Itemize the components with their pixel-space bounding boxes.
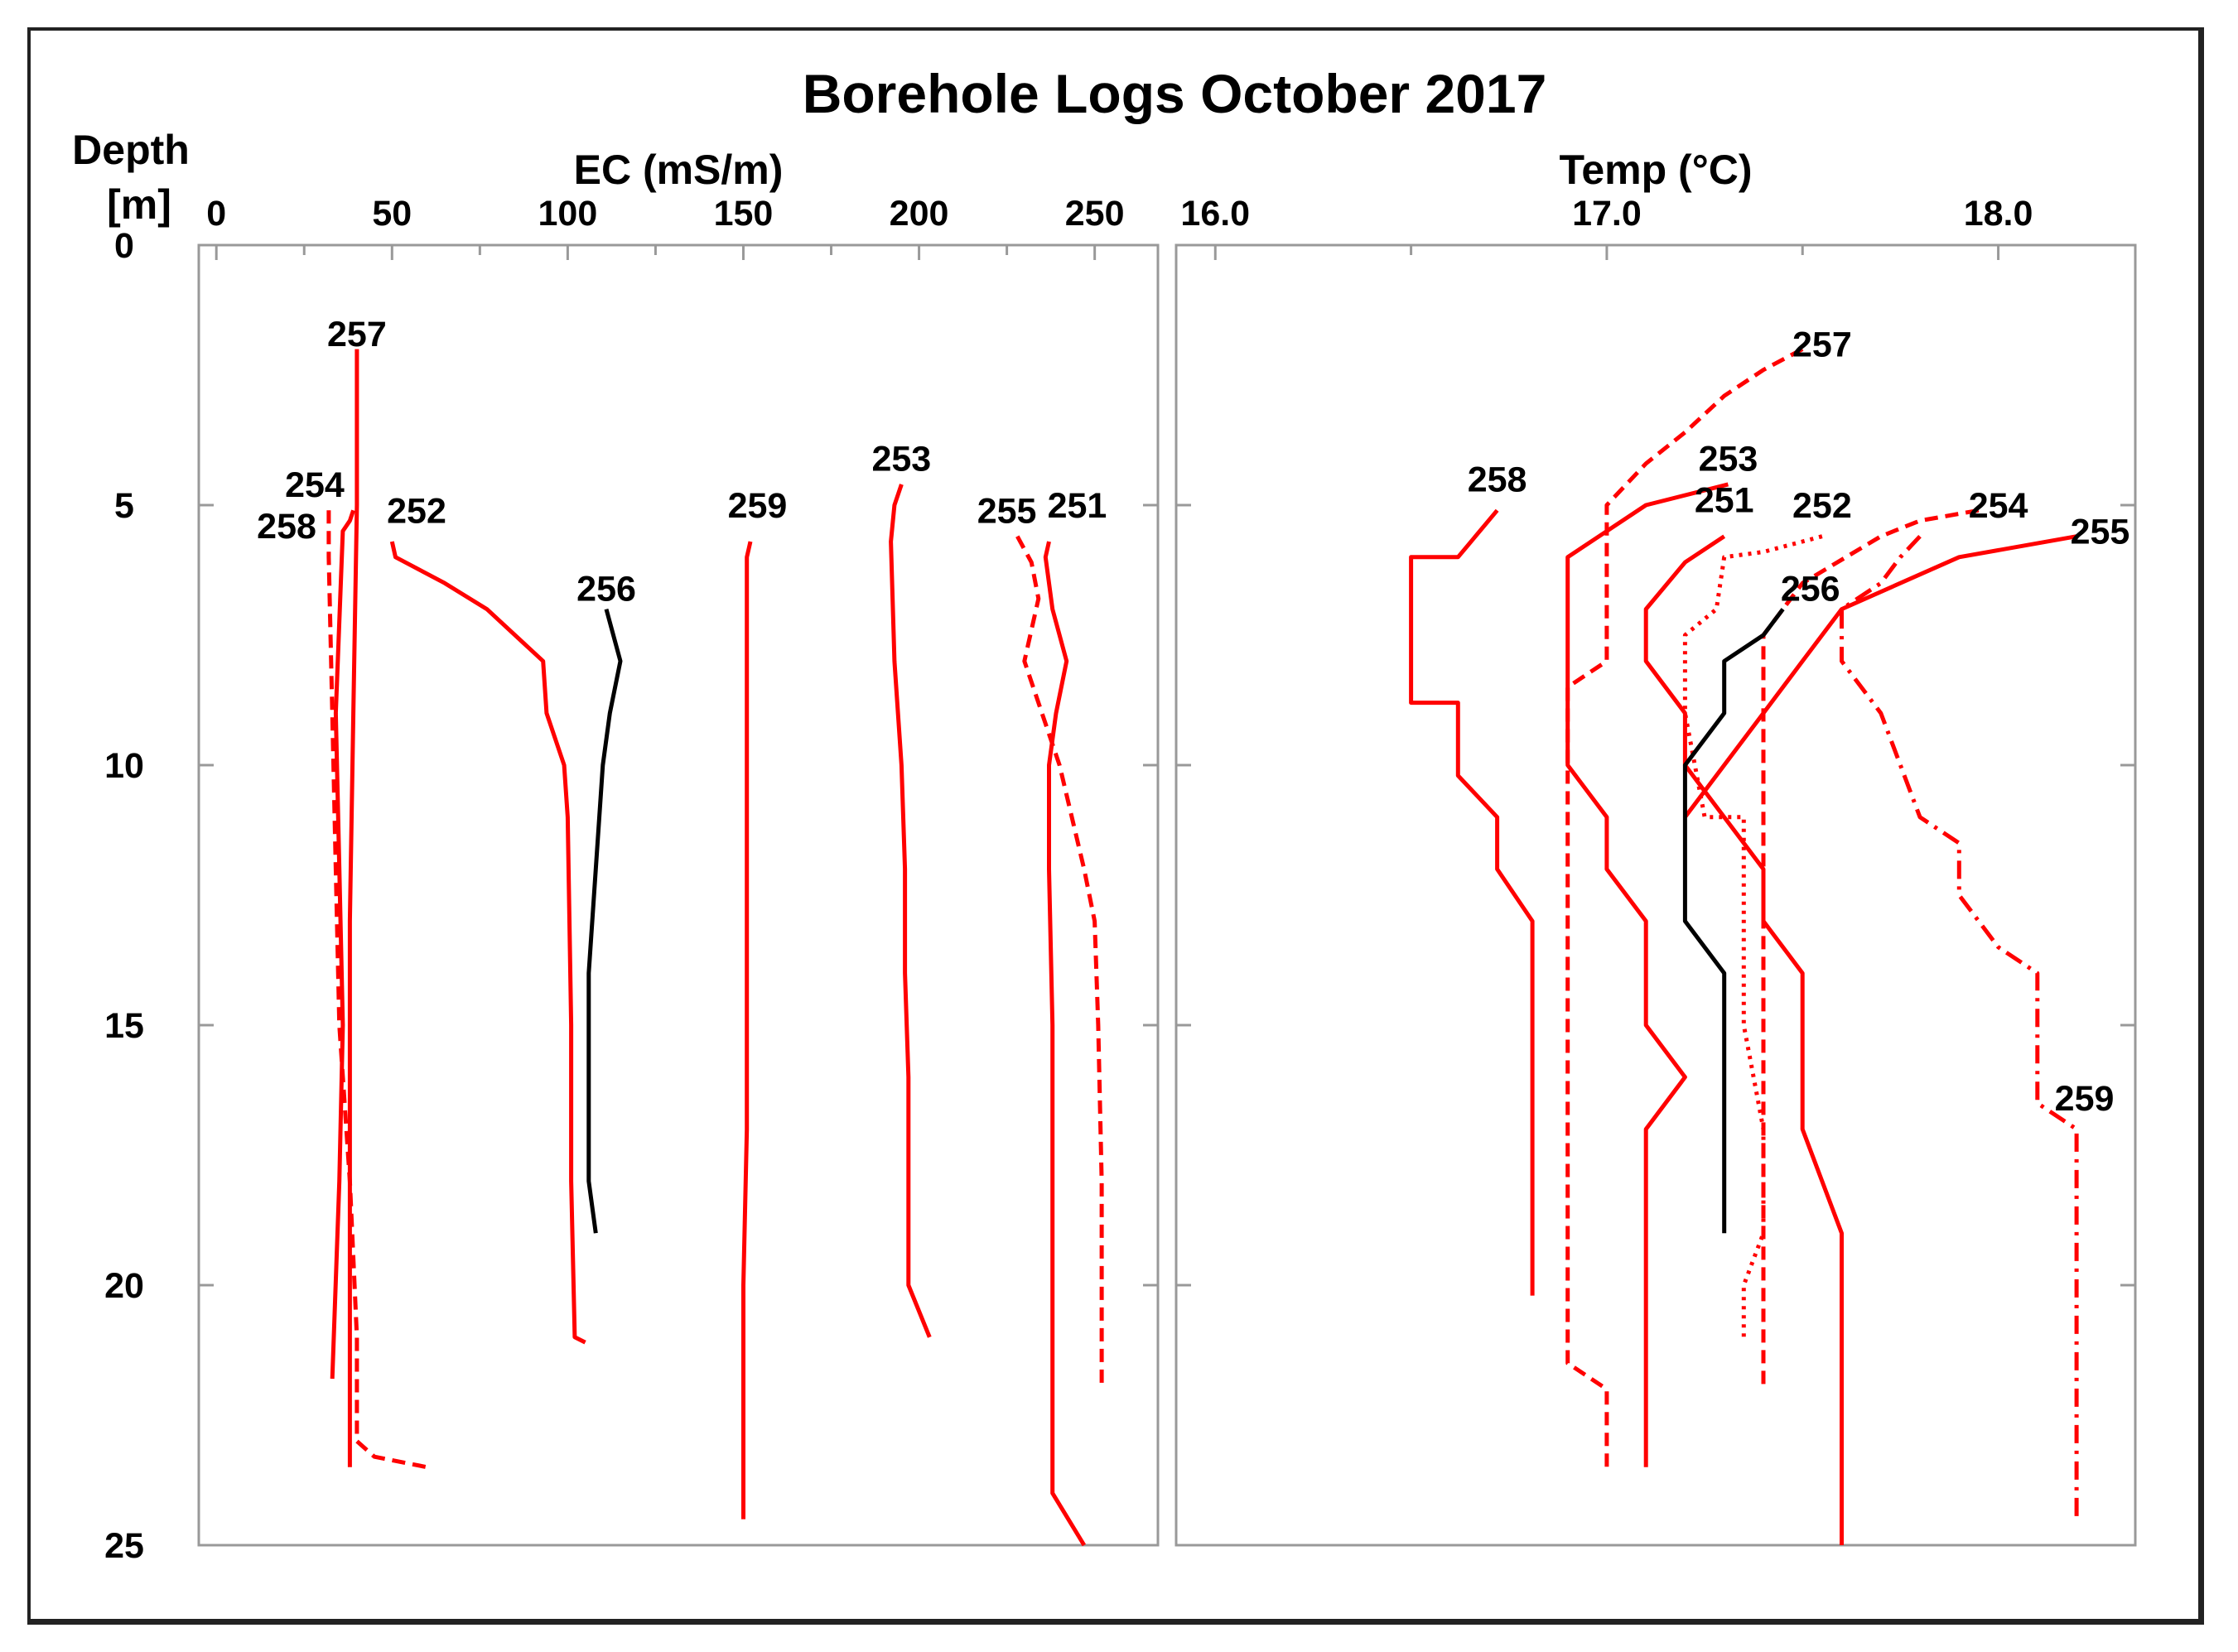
x-tick-label: 100 [538,194,598,234]
series-label-ec-252: 252 [387,491,446,531]
series-line-ec-251 [1043,541,1087,1547]
y-tick-label: 15 [104,1006,144,1046]
series-line-ec-254 [330,509,355,1380]
series-label-temp-254: 254 [1969,486,2028,526]
series-line-ec-259 [741,541,753,1520]
series-label-temp-256: 256 [1781,569,1840,609]
series-line-ec-256 [586,608,623,1234]
series-label-ec-256: 256 [576,569,636,609]
series-line-temp-259 [1840,534,2079,1520]
x-tick-label: 150 [714,194,774,234]
series-label-temp-259: 259 [2055,1079,2115,1119]
series-label-temp-251: 251 [1695,481,1754,521]
plot-frame-ec [197,243,1160,1547]
x-tick-label: 17.0 [1572,194,1642,234]
x-tick-label: 16.0 [1180,194,1250,234]
y-tick-label: 0 [114,226,134,266]
series-label-temp-258: 258 [1468,460,1527,500]
series-label-ec-259: 259 [728,486,788,526]
x-tick-label: 0 [206,194,226,234]
x-axis-title-ec: EC (mS/m) [574,147,784,193]
series-label-ec-251: 251 [1048,486,1107,526]
series-line-temp-252 [1682,534,1823,1337]
y-tick-label: 10 [104,746,144,786]
series-label-temp-257: 257 [1792,325,1852,364]
series-line-temp-258 [1409,508,1535,1296]
series-line-temp-256 [1682,608,1785,1234]
y-tick-label: 25 [104,1526,144,1566]
x-tick-label: 250 [1065,194,1125,234]
series-label-ec-258: 258 [257,507,316,547]
series-line-ec-257 [347,349,359,1467]
series-line-temp-251 [1643,534,1844,1545]
panel-ec: EC (mS/m) 0 50 100 150 200 250 0 5 10 15 20 25 257 254… [104,147,1160,1566]
series-line-ec-252 [389,541,586,1345]
series-line-ec-255 [1015,535,1104,1390]
y-tick-label: 20 [104,1266,144,1306]
series-line-temp-253 [1565,482,1729,1467]
chart-title: Borehole Logs October 2017 [803,63,1547,124]
series-label-ec-257: 257 [327,315,387,354]
x-axis-title-temp: Temp (°C) [1560,147,1753,193]
series-label-ec-255: 255 [977,491,1037,531]
plot-frame-temp [1174,243,2137,1547]
series-label-temp-253: 253 [1699,439,1758,479]
depth-axis-label-line1: Depth [72,127,190,173]
series-line-temp-254 [1761,508,1980,1390]
series-line-ec-253 [889,484,932,1338]
depth-axis-label-line2: [m] [107,181,171,228]
series-label-ec-253: 253 [871,439,931,479]
series-label-ec-254: 254 [285,465,345,505]
x-tick-label: 18.0 [1964,194,2033,234]
series-label-temp-255: 255 [2071,512,2130,551]
x-tick-label: 200 [890,194,949,234]
series-line-ec-258 [326,510,428,1470]
y-tick-label: 5 [114,486,134,526]
series-line-temp-255 [1683,534,2077,819]
x-tick-label: 50 [372,194,412,234]
series-label-temp-252: 252 [1792,486,1852,526]
